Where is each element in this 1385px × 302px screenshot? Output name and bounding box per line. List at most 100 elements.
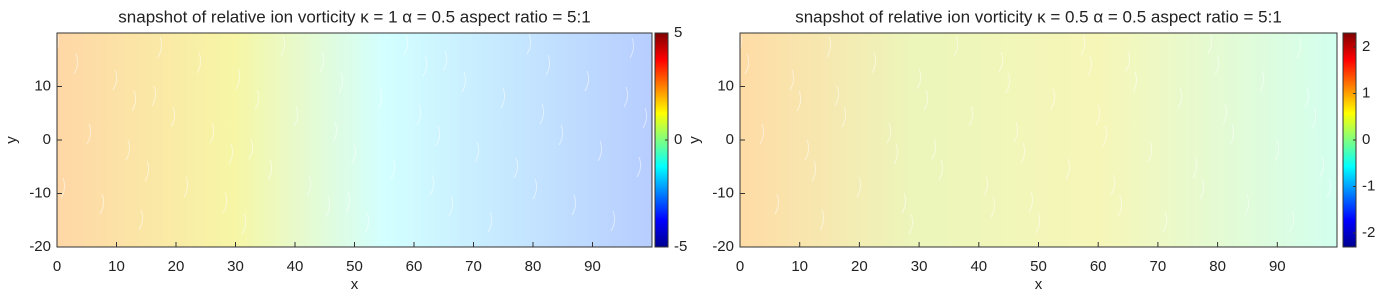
streak — [1095, 104, 1101, 126]
streak — [953, 35, 959, 57]
streak — [138, 209, 144, 231]
x-tick-label: 20 — [168, 258, 185, 275]
streak — [157, 36, 163, 58]
streak — [908, 213, 914, 235]
streak — [54, 32, 60, 54]
streak — [968, 105, 974, 127]
streak — [893, 143, 899, 165]
y-tick-label: -10 — [712, 184, 734, 201]
x-tick-label: 50 — [1030, 258, 1047, 275]
streak — [73, 53, 79, 75]
streak — [248, 138, 254, 160]
streak — [526, 33, 532, 55]
streak — [774, 193, 780, 215]
streak — [1087, 55, 1093, 77]
y-tick-label: -20 — [712, 238, 734, 255]
streak — [1065, 158, 1071, 180]
streak — [1304, 86, 1310, 108]
streak — [1319, 156, 1325, 178]
streak — [209, 122, 215, 144]
streak — [125, 139, 131, 161]
y-tick-label: 10 — [34, 77, 51, 94]
colorbar-tick-label: 0 — [1362, 131, 1370, 148]
streak — [532, 178, 538, 200]
streak — [901, 192, 907, 214]
streak — [364, 212, 370, 234]
streak — [1222, 103, 1228, 125]
streak — [584, 70, 590, 92]
streak — [629, 37, 635, 59]
streak — [998, 51, 1004, 73]
x-tick-label: 10 — [791, 258, 808, 275]
streak — [403, 34, 409, 56]
x-tick-label: 60 — [406, 258, 423, 275]
streak — [1229, 124, 1235, 146]
streak — [636, 156, 642, 178]
streak — [1102, 125, 1108, 147]
y-axis-label: y — [686, 136, 703, 144]
streak — [886, 122, 892, 144]
x-tick-label: 60 — [1090, 258, 1107, 275]
streak — [642, 107, 648, 129]
streak — [1311, 107, 1317, 129]
streak — [1147, 141, 1153, 163]
streak — [737, 32, 743, 54]
streak — [390, 158, 396, 180]
streak — [610, 210, 616, 232]
streak — [804, 139, 810, 161]
streak — [487, 211, 493, 233]
streak — [1020, 142, 1026, 164]
streak — [170, 106, 176, 128]
x-tick-label: 0 — [736, 258, 744, 275]
streak — [811, 160, 817, 182]
colorbar-tick-label: -5 — [674, 238, 687, 255]
streak — [1192, 157, 1198, 179]
streak — [916, 68, 922, 90]
streak — [931, 138, 937, 160]
colorbar-tick-label: 1 — [1362, 84, 1370, 101]
streak — [545, 54, 551, 76]
streak — [1259, 70, 1265, 92]
chart-title: snapshot of relative ion vorticity κ = 1… — [118, 7, 590, 26]
streak — [144, 160, 150, 182]
streak — [1214, 54, 1220, 76]
streak — [461, 71, 467, 93]
streak — [1296, 37, 1302, 59]
streak — [819, 209, 825, 231]
x-tick-label: 10 — [108, 258, 125, 275]
streak — [429, 174, 435, 196]
x-tick-label: 90 — [584, 258, 601, 275]
streak — [222, 192, 228, 214]
y-tick-label: -20 — [29, 238, 51, 255]
streak — [1289, 210, 1295, 232]
streak — [1326, 177, 1332, 199]
streak — [338, 72, 344, 94]
x-tick-label: 40 — [287, 258, 304, 275]
streak — [539, 103, 545, 125]
streak — [448, 195, 454, 217]
y-tick-label: 0 — [726, 131, 734, 148]
streak — [228, 143, 234, 165]
x-tick-label: 80 — [525, 258, 542, 275]
streak — [856, 176, 862, 198]
streak — [1274, 140, 1280, 162]
streak — [422, 55, 428, 77]
x-tick-label: 0 — [53, 258, 61, 275]
streak — [1050, 88, 1056, 110]
streak — [1035, 212, 1041, 234]
x-tick-label: 30 — [911, 258, 928, 275]
streak — [789, 69, 795, 91]
chart-title: snapshot of relative ion vorticity κ = 0… — [795, 7, 1282, 26]
x-tick-label: 20 — [851, 258, 868, 275]
streak — [759, 123, 765, 145]
colorbar-tick-label: 0 — [674, 131, 682, 148]
streak — [319, 51, 325, 73]
x-tick-label: 70 — [465, 258, 482, 275]
streak — [1117, 195, 1123, 217]
streak — [923, 89, 929, 111]
colorbar-tick-label: -1 — [1362, 177, 1375, 194]
streak — [796, 90, 802, 112]
streak — [597, 140, 603, 162]
streak — [1110, 174, 1116, 196]
streak — [131, 90, 137, 112]
